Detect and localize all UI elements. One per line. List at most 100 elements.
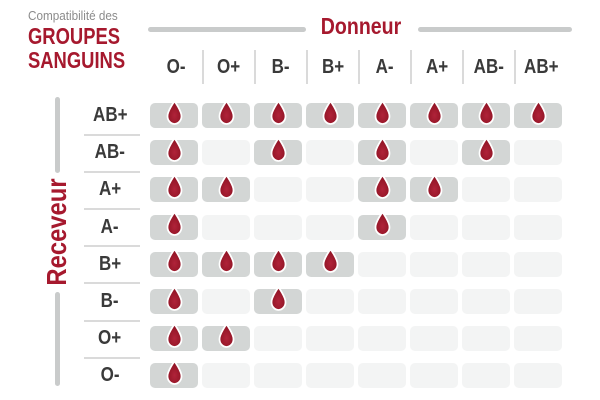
row-header-O-: O- [80, 363, 140, 388]
grid-cell-B--from-AB--incompatible [462, 289, 510, 314]
grid-cell-O--from-B--incompatible [254, 363, 302, 389]
grid-cell-B+-from-A+-incompatible [410, 251, 458, 277]
grid-cell-B--from-O--compatible [150, 289, 198, 314]
blood-drop-icon [216, 173, 237, 201]
grid-cell-A+-from-A+-compatible [410, 177, 458, 203]
blood-drop-icon [216, 247, 237, 275]
grid-cell-A+-from-A--compatible [358, 177, 406, 203]
grid-cell-O--from-A+-incompatible [410, 363, 458, 389]
grid-cell-AB--from-AB--compatible [462, 140, 510, 166]
grid-cell-AB--from-B--compatible [254, 140, 302, 166]
row-header-label: B+ [98, 252, 122, 275]
grid-cell-B+-from-B+-compatible [306, 252, 354, 277]
row-header-AB+: AB+ [80, 103, 140, 128]
grid-cell-A--from-A--compatible [358, 215, 406, 240]
row-header-AB-: AB- [80, 140, 140, 165]
receiver-axis-rule-top [55, 97, 60, 173]
blood-drop-icon [372, 136, 393, 164]
grid-row-A+ [150, 177, 566, 203]
blood-drop-icon [476, 136, 497, 164]
row-header-label: AB- [94, 141, 126, 164]
row-header-label: A- [101, 215, 119, 238]
column-header-label: AB+ [523, 55, 559, 78]
chart-title-line2: SANGUINS [28, 47, 126, 73]
row-separator [84, 133, 140, 136]
grid-row-AB+ [150, 103, 566, 128]
grid-row-O+ [150, 326, 566, 352]
grid-cell-B+-from-B--compatible [254, 252, 302, 277]
blood-drop-icon [268, 99, 289, 127]
grid-cell-O--from-O+-incompatible [202, 363, 250, 389]
row-header-label: B- [101, 290, 119, 312]
grid-cell-B+-from-AB+-incompatible [514, 251, 562, 277]
blood-drop-icon [164, 136, 185, 164]
grid-cell-A+-from-AB+-incompatible [514, 177, 562, 203]
grid-cell-AB--from-A--compatible [358, 140, 406, 166]
grid-cell-O--from-B+-incompatible [306, 363, 354, 389]
blood-drop-icon [216, 322, 237, 350]
grid-cell-B+-from-O+-compatible [202, 252, 250, 277]
column-header-A-: A- [358, 50, 410, 84]
blood-drop-icon [372, 173, 393, 201]
grid-cell-O+-from-A+-incompatible [410, 326, 458, 352]
row-header-label: AB+ [92, 104, 128, 126]
blood-drop-icon [372, 210, 393, 238]
grid-cell-A+-from-AB--incompatible [462, 177, 510, 203]
grid-cell-O+-from-B--incompatible [254, 326, 302, 352]
row-separator [84, 245, 140, 248]
donor-axis-rule-left [148, 27, 306, 32]
blood-drop-icon [164, 247, 185, 275]
column-header-B-: B- [254, 50, 306, 84]
row-header-label: O- [100, 364, 120, 387]
row-separator [84, 207, 140, 210]
grid-cell-B+-from-AB--incompatible [462, 251, 510, 277]
column-header-AB+: AB+ [514, 50, 566, 84]
donor-axis-label: Donneur [320, 13, 402, 39]
receiver-axis-rule-bottom [55, 292, 60, 386]
grid-cell-AB--from-O+-incompatible [202, 140, 250, 166]
blood-drop-icon [164, 359, 185, 387]
grid-cell-A+-from-O--compatible [150, 177, 198, 203]
grid-cell-AB--from-B+-incompatible [306, 140, 354, 166]
grid-cell-O+-from-O+-compatible [202, 326, 250, 352]
grid-cell-AB+-from-A+-compatible [410, 103, 458, 128]
grid-cell-B--from-O+-incompatible [202, 289, 250, 314]
grid-cell-A--from-AB--incompatible [462, 214, 510, 240]
grid-cell-AB+-from-A--compatible [358, 103, 406, 128]
row-header-A-: A- [80, 215, 140, 240]
grid-cell-B+-from-A--incompatible [358, 251, 406, 277]
grid-cell-A--from-AB+-incompatible [514, 214, 562, 240]
grid-cell-B--from-A--incompatible [358, 289, 406, 314]
grid-cell-AB+-from-O+-compatible [202, 103, 250, 128]
row-separator [84, 356, 140, 359]
grid-cell-O+-from-AB+-incompatible [514, 326, 562, 352]
blood-drop-icon [528, 99, 549, 127]
grid-cell-AB+-from-B+-compatible [306, 103, 354, 128]
grid-cell-B--from-B+-incompatible [306, 289, 354, 314]
grid-row-AB- [150, 140, 566, 166]
grid-cell-AB+-from-AB+-compatible [514, 103, 562, 128]
grid-row-B- [150, 289, 566, 314]
chart-title-line1: GROUPES [28, 23, 121, 49]
row-separator [84, 282, 140, 285]
grid-cell-AB--from-AB+-incompatible [514, 140, 562, 166]
column-header-label: O- [166, 55, 186, 78]
grid-cell-O--from-A--incompatible [358, 363, 406, 389]
grid-cell-B--from-AB+-incompatible [514, 289, 562, 314]
blood-drop-icon [424, 173, 445, 201]
column-header-label: O+ [217, 55, 241, 78]
grid-cell-O+-from-A--incompatible [358, 326, 406, 352]
row-header-label: A+ [98, 178, 122, 201]
donor-axis-rule-right [418, 27, 572, 32]
grid-cell-A+-from-B+-incompatible [306, 177, 354, 203]
blood-drop-icon [268, 247, 289, 275]
grid-cell-O+-from-B+-incompatible [306, 326, 354, 352]
row-header-O+: O+ [80, 326, 140, 351]
grid-cell-O--from-AB--incompatible [462, 363, 510, 389]
column-header-AB-: AB- [462, 50, 514, 84]
blood-drop-icon [424, 99, 445, 127]
column-headers: O- O+ B- B+ A- A+ AB- AB+ [150, 50, 566, 84]
blood-drop-icon [268, 136, 289, 164]
grid-cell-B--from-A+-incompatible [410, 289, 458, 314]
grid-cell-AB+-from-O--compatible [150, 103, 198, 128]
